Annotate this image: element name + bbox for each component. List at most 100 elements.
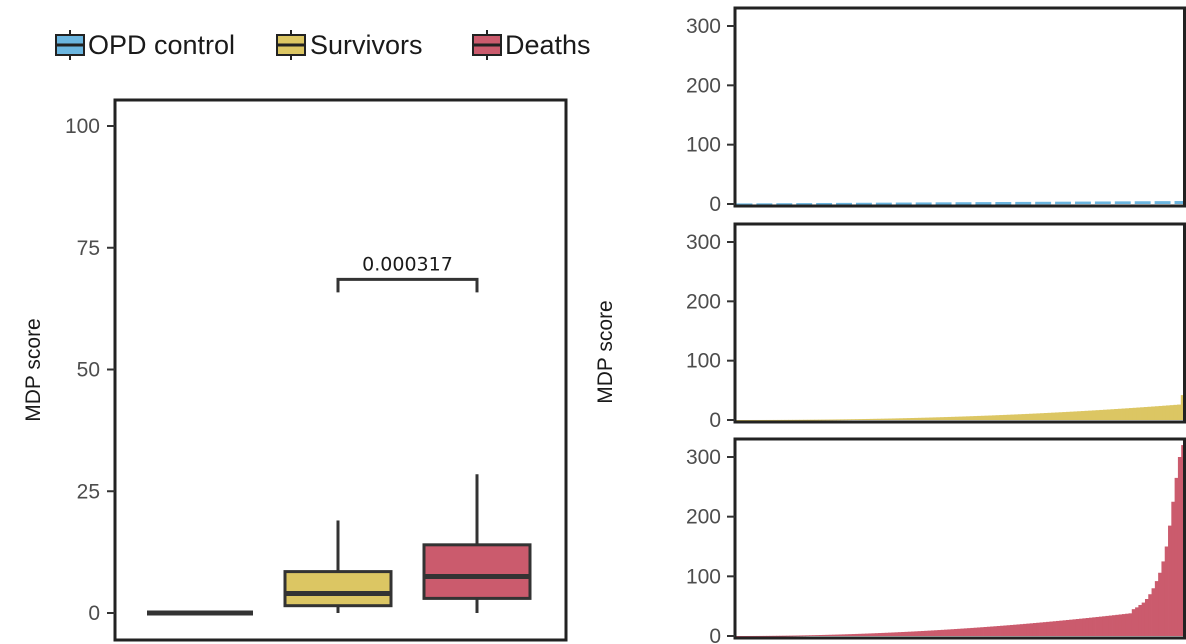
bar-1-18 (803, 419, 808, 421)
bar-1-53 (932, 417, 937, 420)
bar-1-42 (892, 418, 897, 420)
bar-1-103 (1117, 408, 1122, 420)
bar-panel-1-bars (736, 395, 1185, 421)
bar-1-34 (862, 419, 867, 420)
bar-2-77 (990, 626, 994, 636)
bar-1-115 (1162, 405, 1167, 420)
bar-0-24 (975, 202, 992, 205)
bar-2-122 (1138, 604, 1143, 636)
bar-2-132 (1171, 501, 1176, 636)
bar-2-79 (996, 626, 1001, 636)
bar-2-3 (746, 635, 751, 637)
bar-panel-1-tick-label-0: 0 (709, 409, 721, 432)
bar-2-45 (884, 632, 889, 636)
bar-2-12 (776, 635, 780, 637)
bar-1-2 (743, 419, 749, 421)
bar-0-30 (1035, 201, 1052, 205)
bar-1-69 (991, 415, 997, 420)
bar-1-23 (821, 419, 826, 421)
bar-panel-1-frame (733, 222, 1186, 424)
bar-2-121 (1135, 607, 1139, 636)
bar-1-49 (917, 417, 923, 420)
bar-1-44 (899, 418, 904, 420)
box-body-2 (422, 543, 532, 600)
bar-1-0 (736, 420, 741, 421)
bar-1-16 (795, 419, 800, 421)
bar-2-68 (960, 628, 965, 636)
bar-2-13 (779, 635, 784, 637)
bar-2-105 (1082, 618, 1087, 636)
bar-2-115 (1115, 614, 1120, 636)
bar-2-6 (756, 635, 760, 637)
bar-1-48 (914, 417, 919, 420)
comparison-p-value: 0.000317 (362, 253, 453, 275)
box-1 (283, 520, 393, 613)
bar-1-111 (1147, 406, 1152, 420)
bar-panel-1-tick-label-1: 100 (686, 350, 721, 373)
bar-panels: 0 100 200 300 0 100 200 300 0 100 200 300 (686, 6, 1186, 644)
bar-1-95 (1088, 410, 1093, 420)
bar-1-78 (1025, 413, 1030, 420)
bar-1-26 (832, 419, 837, 421)
bar-0-22 (955, 202, 972, 205)
bar-2-34 (848, 634, 853, 636)
bar-2-108 (1092, 617, 1096, 636)
bar-panel-0: 0 100 200 300 (686, 6, 1186, 216)
bar-1-38 (877, 418, 882, 420)
bar-1-14 (788, 419, 793, 421)
bar-2-30 (835, 634, 840, 636)
bar-1-100 (1106, 409, 1111, 420)
bar-1-98 (1099, 409, 1104, 420)
bar-0-10 (836, 202, 852, 206)
bar-2-41 (871, 633, 876, 636)
bar-1-25 (829, 419, 834, 421)
bar-1-54 (936, 417, 941, 420)
bar-1-39 (880, 418, 885, 420)
bar-0-34 (1074, 201, 1091, 205)
bar-2-94 (1046, 621, 1050, 636)
bar-1-51 (925, 417, 930, 420)
bar-2-75 (983, 626, 988, 636)
bar-2-23 (812, 635, 816, 636)
bar-2-60 (934, 630, 938, 636)
bar-0-16 (895, 202, 912, 206)
bar-1-8 (766, 419, 771, 421)
bar-1-21 (814, 419, 819, 421)
box-body-1 (283, 570, 393, 608)
bar-2-35 (851, 634, 856, 636)
bar-1-22 (817, 419, 823, 421)
bar-2-49 (897, 632, 902, 636)
bar-panel-2-tick-label-0: 0 (709, 625, 721, 644)
bar-2-129 (1161, 561, 1166, 636)
bar-2-86 (1019, 624, 1024, 636)
bar-2-117 (1121, 614, 1126, 636)
bar-2-9 (766, 635, 770, 637)
bar-2-1 (739, 635, 744, 637)
bar-1-70 (995, 415, 1000, 420)
bar-2-111 (1102, 616, 1106, 636)
bar-1-45 (903, 418, 908, 420)
bar-2-73 (976, 627, 981, 636)
bar-1-30 (847, 419, 852, 421)
bar-2-2 (743, 635, 747, 637)
bar-1-110 (1143, 407, 1148, 420)
bar-panel-2-tick-label-3: 300 (686, 446, 721, 469)
bar-panel-2-tick-label-2: 200 (686, 506, 721, 529)
bar-2-44 (881, 632, 886, 636)
bar-2-67 (957, 628, 961, 636)
bar-1-17 (799, 419, 804, 421)
bar-2-42 (874, 633, 879, 636)
bar-1-117 (1169, 405, 1174, 420)
bar-1-57 (947, 416, 952, 420)
bar-2-112 (1105, 615, 1110, 636)
bar-1-11 (777, 419, 782, 421)
bar-1-32 (854, 419, 860, 420)
bar-1-52 (929, 417, 934, 420)
bar-1-76 (1017, 414, 1022, 420)
bar-panel-1-tick-label-2: 200 (686, 290, 721, 313)
legend-item-deaths: Deaths (472, 30, 591, 60)
bar-0-18 (915, 202, 932, 205)
bar-1-66 (980, 415, 985, 420)
bar-0-28 (1015, 201, 1032, 205)
bar-2-31 (838, 634, 843, 636)
